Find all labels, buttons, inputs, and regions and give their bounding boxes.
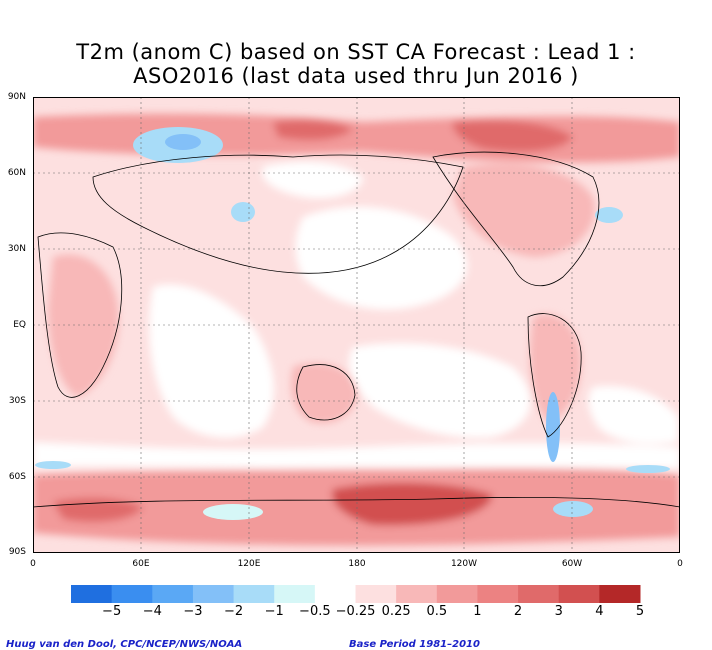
region-neutral-eurasia	[262, 161, 363, 199]
chart-title-line2: ASO2016 (last data used thru Jun 2016 )	[133, 64, 579, 88]
colorbar-swatch	[518, 585, 560, 603]
lon-label-0-east: 0	[677, 559, 683, 569]
lat-label-30s: 30S	[8, 396, 26, 406]
colorbar-label: −0.5	[299, 604, 331, 619]
colorbar-label: 5	[635, 604, 645, 619]
colorbar-swatch	[314, 585, 356, 603]
colorbar-swatch	[355, 585, 397, 603]
coastline-australia	[296, 364, 356, 421]
colorbar-swatch	[477, 585, 519, 603]
colorbar-label: 3	[554, 604, 563, 619]
lon-label-60e: 60E	[132, 559, 150, 569]
colorbar-swatch	[71, 585, 113, 603]
region-neutral-southern-band	[33, 442, 680, 469]
colorbar-label: −2	[223, 604, 244, 619]
coastline-africa	[37, 232, 123, 398]
cold-anomaly-southern-ocean-e	[626, 465, 670, 473]
region-strong-arctic-north-pacific	[273, 119, 353, 141]
lon-label-180: 180	[348, 559, 366, 569]
colorbar-swatch	[599, 585, 641, 603]
lat-label-90n: 90N	[7, 92, 26, 102]
colorbar-label: −1	[264, 604, 284, 619]
coastline-antarctica	[33, 497, 680, 508]
region-moderate-australia	[291, 363, 358, 424]
colorbar-swatch	[192, 585, 235, 603]
colorbar-label: −5	[102, 604, 122, 619]
map-frame	[33, 97, 680, 553]
lat-label-30n: 30N	[7, 244, 26, 254]
region-neutral-atlantic-south	[588, 386, 678, 444]
lon-label-120w: 120W	[450, 559, 478, 569]
region-moderate-south-america	[529, 313, 582, 422]
region-neutral-indian-ocean	[149, 284, 274, 438]
cold-anomaly-patagonia	[546, 392, 560, 462]
region-moderate-asia	[453, 163, 595, 257]
region-strong-arctic-siberia	[452, 120, 573, 152]
colorbar-swatch	[396, 585, 438, 603]
anomaly-map	[33, 97, 680, 553]
cold-anomaly-antarctic-east	[203, 504, 263, 520]
colorbar-swatch	[274, 585, 316, 603]
lon-label-60w: 60W	[561, 559, 583, 569]
coastline-south-america	[527, 313, 582, 438]
colorbar-label: −4	[142, 604, 162, 619]
chart-title-line1: T2m (anom C) based on SST CA Forecast : …	[76, 40, 636, 64]
colorbar-swatch	[152, 585, 194, 603]
credit-author: Huug van den Dool, CPC/NCEP/NWS/NOAA	[6, 639, 243, 650]
cold-anomaly-southern-ocean-w	[35, 461, 71, 469]
cold-anomaly-north-america	[595, 207, 623, 223]
coastline-north-america	[432, 151, 600, 286]
region-moderate-africa	[48, 254, 119, 397]
colorbar-swatch	[111, 585, 153, 603]
cold-anomaly-antarctic-weddell	[553, 501, 593, 517]
region-neutral-pacific-south	[349, 343, 531, 438]
lon-label-0: 0	[30, 559, 36, 569]
lat-label-eq: EQ	[13, 320, 26, 330]
colorbar-swatch	[233, 585, 275, 603]
cold-anomaly-greenland-core	[165, 134, 201, 150]
colorbar-label: 0.25	[381, 604, 411, 619]
colorbar-label: −3	[183, 604, 203, 619]
region-neutral-pacific-north	[295, 206, 468, 310]
colorbar-label: 2	[513, 604, 523, 619]
colorbar-label: 1	[473, 604, 482, 619]
coastline-eurasia	[92, 154, 464, 274]
lon-label-120e: 120E	[237, 559, 261, 569]
colorbar-swatch	[558, 585, 600, 603]
credit-base-period: Base Period 1981–2010	[349, 639, 480, 650]
colorbar-swatch	[436, 585, 478, 603]
colorbar-label: 0.5	[426, 604, 448, 619]
lat-label-90s: 90S	[8, 547, 26, 557]
lat-label-60s: 60S	[8, 472, 26, 482]
colorbar-label: 4	[595, 604, 604, 619]
region-strong-antarctic-core	[332, 482, 493, 526]
lat-label-60n: 60N	[7, 168, 26, 178]
colorbar-label: −0.25	[335, 604, 376, 619]
